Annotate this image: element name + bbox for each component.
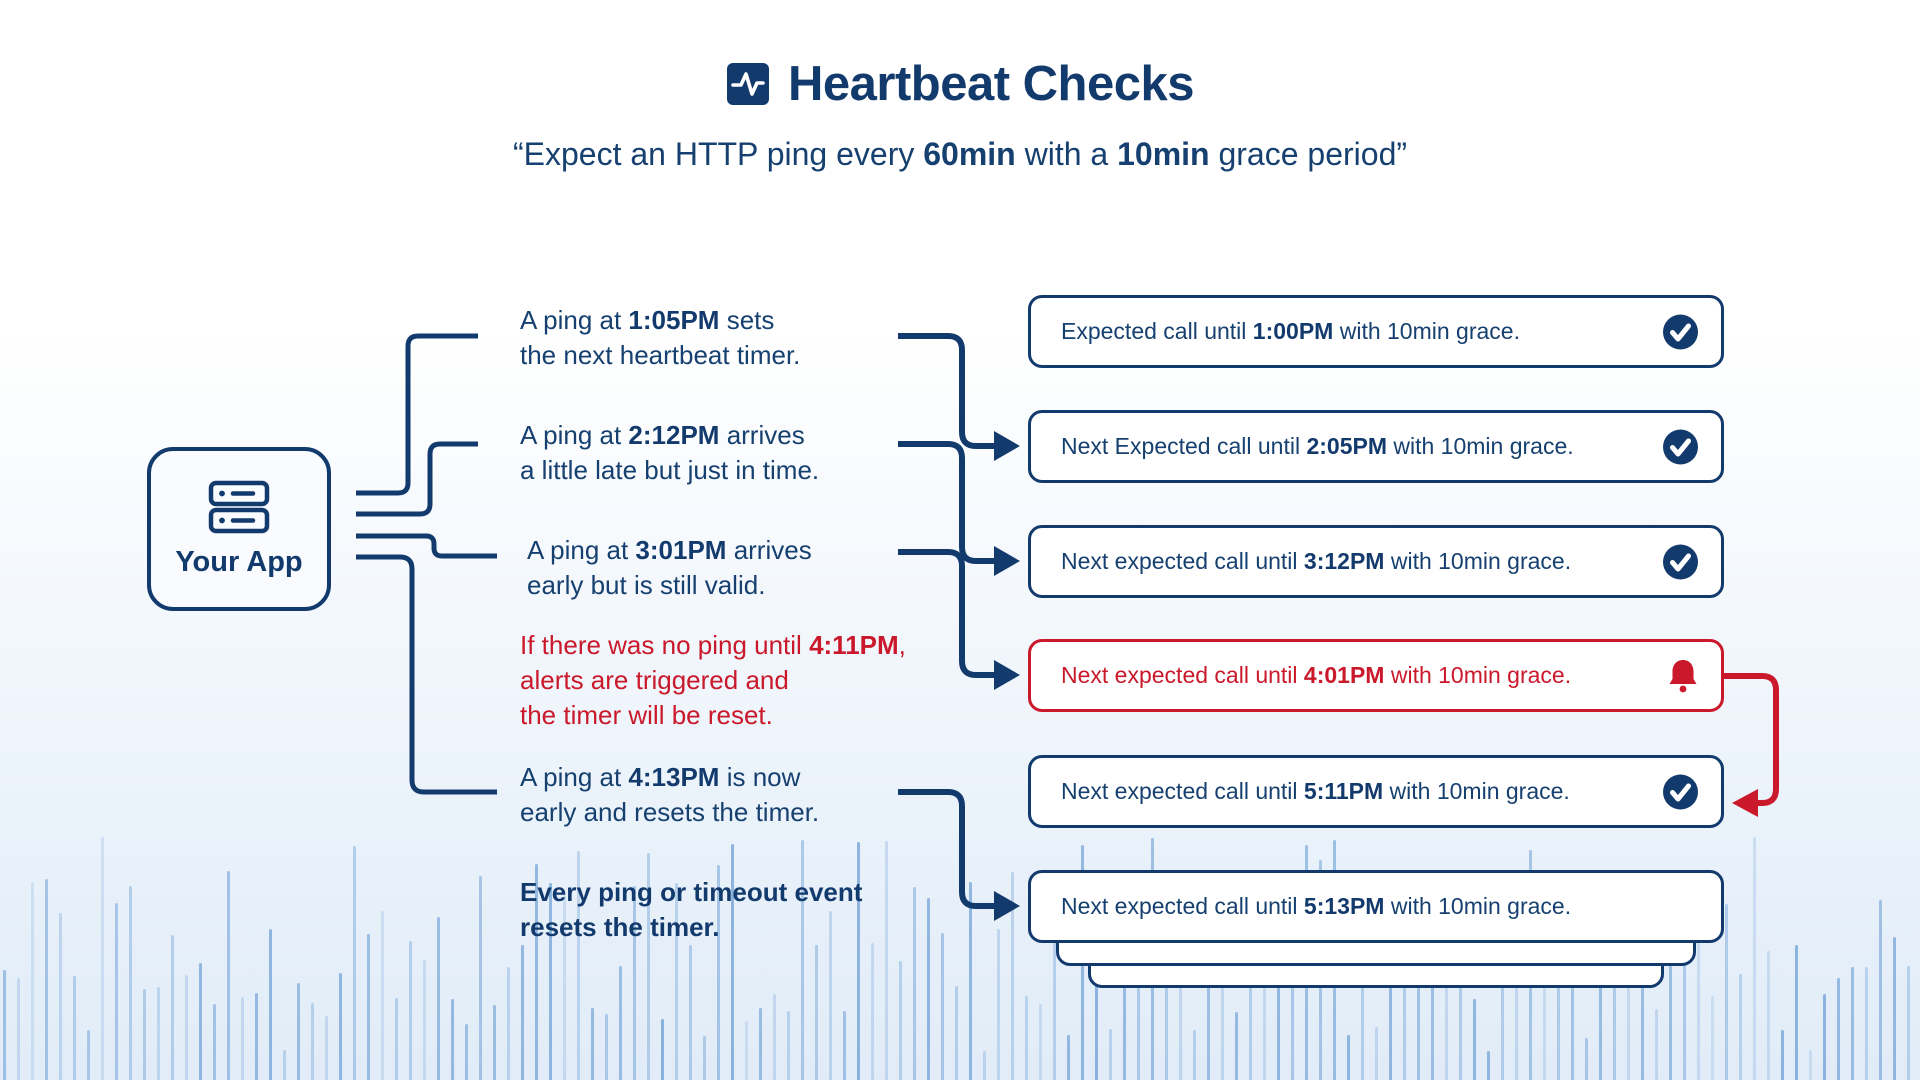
card-text: Next expected call until 5:13PM with 10m… (1061, 893, 1572, 919)
event-line: If there was no ping until 4:11PM, (520, 630, 906, 660)
check-icon (1662, 428, 1699, 465)
waveform-decoration (0, 810, 1920, 1080)
event-line: A ping at 3:01PM arrives (527, 535, 812, 565)
event-ping-1: A ping at 1:05PM sets the next heartbeat… (520, 303, 800, 373)
card-text: Next Expected call until 2:05PM with 10m… (1061, 433, 1574, 459)
event-line: the timer will be reset. (520, 700, 773, 730)
card-text: Next expected call until 4:01PM with 10m… (1061, 662, 1572, 688)
event-line: early and resets the timer. (520, 797, 820, 827)
server-icon (208, 480, 270, 533)
event-reset-note: Every ping or timeout event resets the t… (520, 875, 862, 945)
heartbeat-pulse-icon (727, 63, 770, 105)
card-expected-1: Expected call until 1:00PM with 10min gr… (1028, 295, 1724, 368)
your-app-node: Your App (147, 447, 331, 611)
page-title: Heartbeat Checks (0, 57, 1920, 111)
card-expected-5: Next expected call until 5:11PM with 10m… (1028, 755, 1724, 828)
card-expected-3: Next expected call until 3:12PM with 10m… (1028, 525, 1724, 598)
card-text: Next expected call until 3:12PM with 10m… (1061, 548, 1572, 574)
check-icon (1662, 313, 1699, 350)
subtitle-text: grace period” (1209, 136, 1408, 172)
event-missed-ping: If there was no ping until 4:11PM, alert… (520, 628, 906, 733)
event-line: Every ping or timeout event (520, 877, 863, 907)
card-text: Next expected call until 5:11PM with 10m… (1061, 778, 1570, 804)
subtitle-text: “Expect an HTTP ping every (512, 136, 924, 172)
check-icon (1662, 543, 1699, 580)
page-header: Heartbeat Checks “Expect an HTTP ping ev… (0, 57, 1920, 173)
check-icon (1662, 773, 1699, 810)
event-line: early but is still valid. (527, 570, 766, 600)
bell-icon (1667, 658, 1699, 694)
card-expected-2: Next Expected call until 2:05PM with 10m… (1028, 410, 1724, 483)
event-line: a little late but just in time. (520, 455, 820, 485)
event-line: resets the timer. (520, 912, 720, 942)
subtitle-text: with a (1015, 136, 1118, 172)
event-line: alerts are triggered and (520, 665, 789, 695)
title-text: Heartbeat Checks (788, 57, 1194, 111)
event-line: A ping at 1:05PM sets (520, 305, 775, 335)
card-alert: Next expected call until 4:01PM with 10m… (1028, 639, 1724, 712)
card-text: Expected call until 1:00PM with 10min gr… (1061, 318, 1520, 344)
event-ping-3: A ping at 3:01PM arrives early but is st… (527, 533, 812, 603)
event-line: A ping at 2:12PM arrives (520, 420, 805, 450)
event-ping-4: A ping at 4:13PM is now early and resets… (520, 760, 819, 830)
subtitle: “Expect an HTTP ping every 60min with a … (0, 136, 1920, 173)
card-expected-6: Next expected call until 5:13PM with 10m… (1028, 870, 1724, 943)
your-app-label: Your App (175, 545, 303, 578)
event-line: the next heartbeat timer. (520, 340, 801, 370)
event-ping-2: A ping at 2:12PM arrives a little late b… (520, 418, 819, 488)
event-line: A ping at 4:13PM is now (520, 762, 801, 792)
subtitle-grace: 10min (1117, 136, 1210, 172)
subtitle-interval: 60min (923, 136, 1016, 172)
